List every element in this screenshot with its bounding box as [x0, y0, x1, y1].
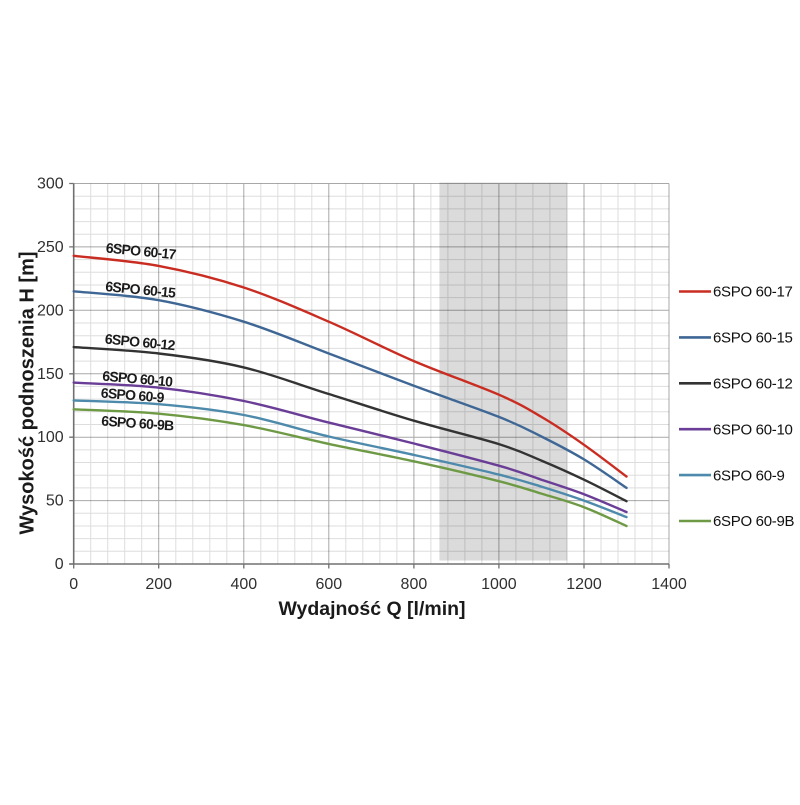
svg-text:150: 150: [37, 366, 64, 383]
svg-text:400: 400: [230, 576, 257, 593]
svg-text:6SPO 60-9: 6SPO 60-9: [100, 385, 165, 406]
svg-text:0: 0: [69, 576, 78, 593]
svg-text:6SPO 60-15: 6SPO 60-15: [105, 278, 177, 301]
svg-text:6SPO 60-12: 6SPO 60-12: [713, 376, 793, 393]
svg-text:1000: 1000: [481, 576, 517, 593]
svg-text:200: 200: [37, 302, 64, 319]
svg-text:250: 250: [37, 239, 64, 256]
svg-text:1200: 1200: [566, 576, 602, 593]
svg-text:6SPO 60-10: 6SPO 60-10: [713, 421, 793, 438]
svg-text:1400: 1400: [651, 576, 687, 593]
svg-text:6SPO 60-12: 6SPO 60-12: [104, 331, 176, 354]
svg-text:0: 0: [55, 556, 64, 573]
svg-text:6SPO 60-9: 6SPO 60-9: [713, 467, 785, 484]
svg-text:100: 100: [37, 429, 64, 446]
svg-text:6SPO 60-9B: 6SPO 60-9B: [713, 513, 795, 530]
svg-text:50: 50: [46, 493, 64, 510]
svg-text:800: 800: [401, 576, 428, 593]
svg-text:6SPO 60-17: 6SPO 60-17: [713, 284, 793, 301]
svg-text:6SPO 60-9B: 6SPO 60-9B: [101, 413, 175, 434]
svg-text:6SPO 60-15: 6SPO 60-15: [713, 330, 793, 347]
svg-text:200: 200: [145, 576, 172, 593]
svg-text:6SPO 60-10: 6SPO 60-10: [102, 368, 174, 390]
svg-text:Wydajność Q [l/min]: Wydajność Q [l/min]: [278, 598, 465, 620]
svg-text:Wysokość podnoszenia H [m]: Wysokość podnoszenia H [m]: [17, 251, 39, 534]
svg-text:600: 600: [315, 576, 342, 593]
svg-text:6SPO 60-17: 6SPO 60-17: [105, 240, 177, 263]
svg-text:300: 300: [37, 176, 64, 193]
